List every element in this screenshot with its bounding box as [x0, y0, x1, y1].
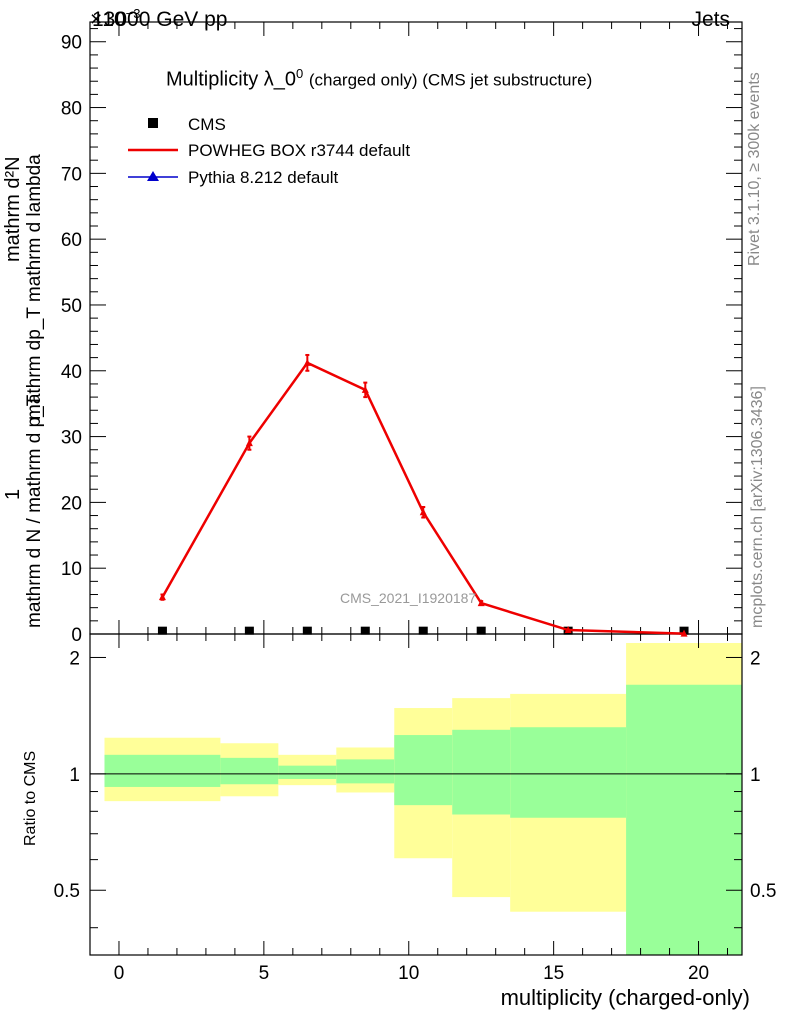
- y-tick-label: 40: [61, 362, 82, 383]
- cms-point: [418, 626, 428, 635]
- powheg-point: [564, 626, 572, 634]
- ratio-tick-label-right: 0.5: [750, 881, 776, 902]
- y-tick-label: 80: [61, 99, 82, 120]
- y-tick-label: 90: [61, 33, 82, 54]
- powheg-point: [361, 385, 369, 393]
- main-plot-frame: [89, 21, 743, 635]
- main-series: [157, 353, 689, 637]
- cms-point: [360, 626, 370, 635]
- legend: CMS POWHEG BOX r3744 default Pythia 8.212 …: [128, 115, 410, 187]
- ratio-band-green-5: [452, 729, 511, 815]
- ratio-band-green-3: [336, 759, 395, 784]
- y-tick-label: 10: [61, 559, 82, 580]
- legend-label: Pythia 8.212 default: [188, 168, 339, 187]
- header-energy: 13000 GeV pp: [92, 8, 228, 31]
- powheg-point: [245, 439, 253, 447]
- plot-frames: [89, 21, 743, 956]
- ratio-plot-frame: [89, 633, 743, 956]
- ratio-band-green-7: [626, 684, 742, 955]
- y-tick-label: 70: [61, 164, 82, 185]
- legend-label: POWHEG BOX r3744 default: [188, 141, 410, 160]
- powheg-point: [419, 508, 427, 516]
- axis-ticks: 0 5 10 15 20 0 10 20 30 40 50 60 70 80 90 0.5 0.5 1 1 2 2: [54, 22, 776, 984]
- y-tick-label: 20: [61, 493, 82, 514]
- x-tick-label: 0: [114, 963, 125, 984]
- ratio-y-label: Ratio to CMS: [22, 750, 39, 846]
- legend-marker-pythia: [147, 171, 159, 181]
- legend-label: CMS: [188, 115, 226, 134]
- rivet-version-label: Rivet 3.1.10, ≥ 300k events: [746, 72, 763, 266]
- header-process: Jets: [691, 8, 730, 31]
- mcplots-label: mcplots.cern.ch [arXiv:1306.3436]: [749, 386, 766, 628]
- ratio-bands: [90, 642, 742, 955]
- cms-point: [476, 626, 486, 635]
- legend-marker-cms: [148, 118, 158, 128]
- y-exponent: ×10−3: [90, 6, 141, 31]
- x-axis-label: multiplicity (charged-only): [500, 985, 750, 1010]
- ratio-tick-label: 1: [69, 765, 80, 786]
- cms-point: [302, 626, 312, 635]
- ratio-tick-label: 0.5: [54, 881, 80, 902]
- ratio-band-green-2: [278, 765, 337, 779]
- y-axis-label-numerator: mathrm d²N: [2, 156, 24, 262]
- powheg-point: [303, 358, 311, 366]
- ratio-band-green-6: [510, 727, 627, 818]
- y-tick-label: 60: [61, 230, 82, 251]
- x-tick-label: 10: [398, 963, 419, 984]
- y-tick-label: 50: [61, 296, 82, 317]
- watermark: CMS_2021_I1920187: [340, 590, 477, 606]
- y-axis-label-denominator: mathrm d N / mathrm d p_T: [24, 394, 45, 628]
- x-tick-label: 20: [688, 963, 709, 984]
- ratio-tick-label-right: 1: [750, 765, 761, 786]
- cms-point: [244, 626, 254, 635]
- x-tick-label: 15: [543, 963, 564, 984]
- y-axis-label-one: 1: [2, 488, 24, 500]
- y-tick-label: 30: [61, 428, 82, 449]
- powheg-point: [158, 593, 166, 601]
- ratio-tick-label-right: 2: [750, 648, 761, 669]
- ratio-band-green-0: [104, 754, 221, 787]
- y-axis-label-fraction: mathrm dp_T mathrm d lambda: [24, 154, 45, 420]
- plot-title: Multiplicity λ_00 (charged only) (CMS je…: [166, 66, 593, 91]
- cms-point: [157, 626, 167, 635]
- powheg-line: [161, 361, 685, 635]
- y-tick-label: 0: [71, 625, 82, 646]
- ratio-band-green-4: [394, 735, 453, 806]
- ratio-band-green-1: [220, 757, 279, 785]
- ratio-tick-label: 2: [69, 648, 80, 669]
- x-tick-label: 5: [259, 963, 270, 984]
- powheg-point: [477, 599, 485, 607]
- powheg-point: [680, 629, 688, 637]
